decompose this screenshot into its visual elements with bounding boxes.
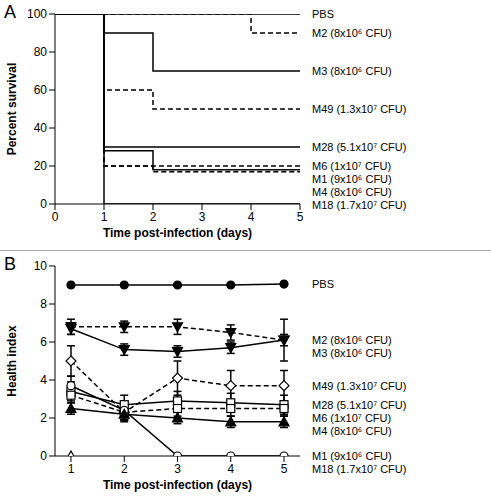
html-text:A: A: [4, 2, 16, 22]
svg-text:80: 80: [34, 45, 48, 59]
svg-text:3: 3: [199, 210, 206, 224]
html-text:M49 (1.3x10⁷ CFU): M49 (1.3x10⁷ CFU): [312, 379, 407, 392]
html-text:M1 (9x10⁶ CFU): M1 (9x10⁶ CFU): [312, 450, 392, 462]
html-text:B: B: [4, 254, 16, 274]
html-text:M49 (1.3x10⁷ CFU): M49 (1.3x10⁷ CFU): [312, 103, 407, 115]
html-text:M1 (9x10⁶ CFU): M1 (9x10⁶ CFU): [312, 173, 392, 185]
html-text:M18 (1.7x10⁷ CFU): M18 (1.7x10⁷ CFU): [312, 463, 407, 475]
svg-text:0: 0: [40, 197, 47, 211]
svg-text:5: 5: [297, 210, 304, 224]
svg-text:10: 10: [34, 259, 48, 273]
html-text:M2 (8x10⁶ CFU): M2 (8x10⁶ CFU): [312, 27, 392, 39]
svg-text:Percent survival: Percent survival: [8, 63, 19, 156]
html-text:M6 (1x10⁷ CFU): M6 (1x10⁷ CFU): [312, 411, 392, 424]
svg-text:4: 4: [40, 373, 47, 387]
svg-text:20: 20: [34, 159, 48, 173]
html-text:M4 (8x10⁶ CFU): M4 (8x10⁶ CFU): [312, 424, 392, 437]
svg-text:2: 2: [121, 462, 128, 476]
svg-text:Health index: Health index: [8, 325, 19, 397]
svg-text:100: 100: [27, 7, 47, 21]
html-text:M3 (8x10⁶ CFU): M3 (8x10⁶ CFU): [312, 347, 392, 360]
svg-text:Time post-infection (days): Time post-infection (days): [103, 226, 252, 240]
html-text:M28 (5.1x10⁷ CFU): M28 (5.1x10⁷ CFU): [312, 141, 407, 153]
html-text:M3 (8x10⁶ CFU): M3 (8x10⁶ CFU): [312, 65, 392, 77]
svg-text:1: 1: [101, 210, 108, 224]
svg-text:60: 60: [34, 83, 48, 97]
svg-text:4: 4: [248, 210, 255, 224]
svg-text:2: 2: [40, 411, 47, 425]
svg-text:Time post-infection (days): Time post-infection (days): [103, 478, 252, 492]
html-text:M2 (8x10⁶ CFU): M2 (8x10⁶ CFU): [312, 334, 392, 347]
svg-text:3: 3: [174, 462, 181, 476]
html-text:M28 (5.1x10⁷ CFU): M28 (5.1x10⁷ CFU): [312, 398, 407, 411]
svg-text:2: 2: [150, 210, 157, 224]
svg-text:4: 4: [227, 462, 234, 476]
svg-text:6: 6: [40, 335, 47, 349]
html-text:PBS: PBS: [312, 8, 334, 20]
svg-text:8: 8: [40, 297, 47, 311]
html-text:M4 (8x10⁶ CFU): M4 (8x10⁶ CFU): [312, 186, 392, 198]
svg-text:5: 5: [281, 462, 288, 476]
html-text:M6 (1x10⁷ CFU): M6 (1x10⁷ CFU): [312, 160, 392, 172]
svg-text:40: 40: [34, 121, 48, 135]
html-text:M18 (1.7x10⁷ CFU): M18 (1.7x10⁷ CFU): [312, 199, 407, 211]
svg-text:1: 1: [68, 462, 75, 476]
svg-text:0: 0: [52, 210, 59, 224]
html-text:PBS: PBS: [312, 278, 334, 290]
svg-text:0: 0: [40, 449, 47, 463]
